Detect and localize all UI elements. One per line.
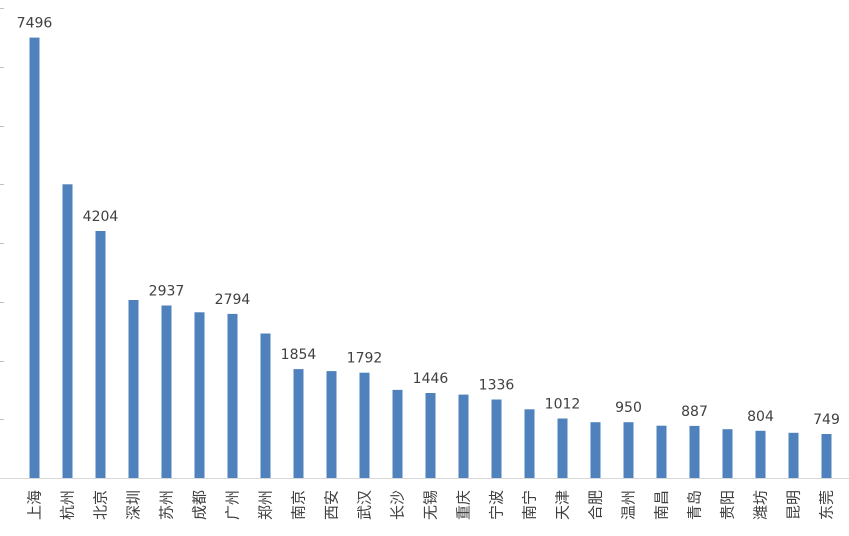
category-label: 青岛	[686, 490, 704, 520]
bar	[656, 425, 667, 478]
data-label: 4204	[83, 209, 119, 225]
data-label: 1336	[479, 378, 515, 394]
bar	[227, 313, 238, 478]
category-label: 杭州	[59, 490, 77, 520]
bar	[755, 430, 766, 478]
bar	[821, 434, 832, 478]
category-label: 西安	[323, 490, 341, 520]
data-label: 1792	[347, 351, 383, 367]
bar	[458, 394, 469, 478]
bar	[392, 389, 403, 478]
category-label: 北京	[92, 490, 110, 520]
category-label: 深圳	[125, 490, 143, 520]
data-label: 1012	[545, 397, 581, 413]
data-label: 749	[813, 412, 840, 428]
category-label: 重庆	[455, 490, 473, 520]
data-label: 2937	[149, 284, 185, 300]
category-label: 天津	[554, 490, 572, 520]
bar	[425, 393, 436, 478]
bar	[161, 305, 172, 478]
bar	[689, 425, 700, 478]
data-label: 1854	[281, 347, 317, 363]
bar	[722, 429, 733, 478]
category-label: 郑州	[257, 490, 275, 520]
data-label: 887	[681, 404, 708, 420]
bar	[491, 399, 502, 478]
bar	[326, 371, 337, 478]
data-label: 804	[747, 409, 774, 425]
category-label: 东莞	[818, 490, 836, 520]
category-label: 上海	[26, 490, 44, 520]
bar	[62, 184, 73, 479]
bar	[128, 300, 139, 478]
category-label: 南昌	[653, 490, 671, 520]
category-label: 潍坊	[752, 490, 770, 520]
category-label: 南宁	[521, 490, 539, 520]
category-label: 合肥	[587, 490, 605, 520]
bar	[29, 37, 40, 478]
category-label: 武汉	[356, 490, 374, 520]
bars-group	[29, 37, 832, 479]
bar	[293, 369, 304, 478]
category-label: 无锡	[422, 490, 440, 520]
bar	[194, 312, 205, 478]
category-labels-group: 上海 杭州 北京 深圳 苏州 成都 广州 郑州 南京 西安 武汉 长沙 无锡 重庆 宁波 南宁 天津 合肥 温州 南昌…	[26, 490, 836, 520]
category-label: 南京	[290, 490, 308, 520]
category-label: 广州	[224, 490, 242, 520]
category-label: 苏州	[158, 490, 176, 520]
y-axis-ticks	[0, 8, 4, 479]
category-label: 贵阳	[719, 490, 737, 520]
category-label: 宁波	[488, 490, 506, 520]
data-label: 7496	[17, 16, 53, 32]
data-label: 1446	[413, 371, 449, 387]
bar	[359, 372, 370, 478]
data-label: 2794	[215, 292, 251, 308]
category-label: 昆明	[785, 490, 803, 520]
bar	[557, 418, 568, 478]
bar	[623, 422, 634, 478]
bar	[788, 432, 799, 478]
data-label: 950	[615, 400, 642, 416]
bar	[590, 422, 601, 478]
category-label: 温州	[620, 490, 638, 520]
category-label: 成都	[191, 490, 209, 520]
category-label: 长沙	[389, 490, 407, 520]
bar	[524, 409, 535, 478]
data-labels-group: 7496 4204 2937 2794 1854 1792 1446 1336 1012 950 8…	[17, 16, 840, 428]
bar	[260, 333, 271, 478]
bar	[95, 231, 106, 478]
